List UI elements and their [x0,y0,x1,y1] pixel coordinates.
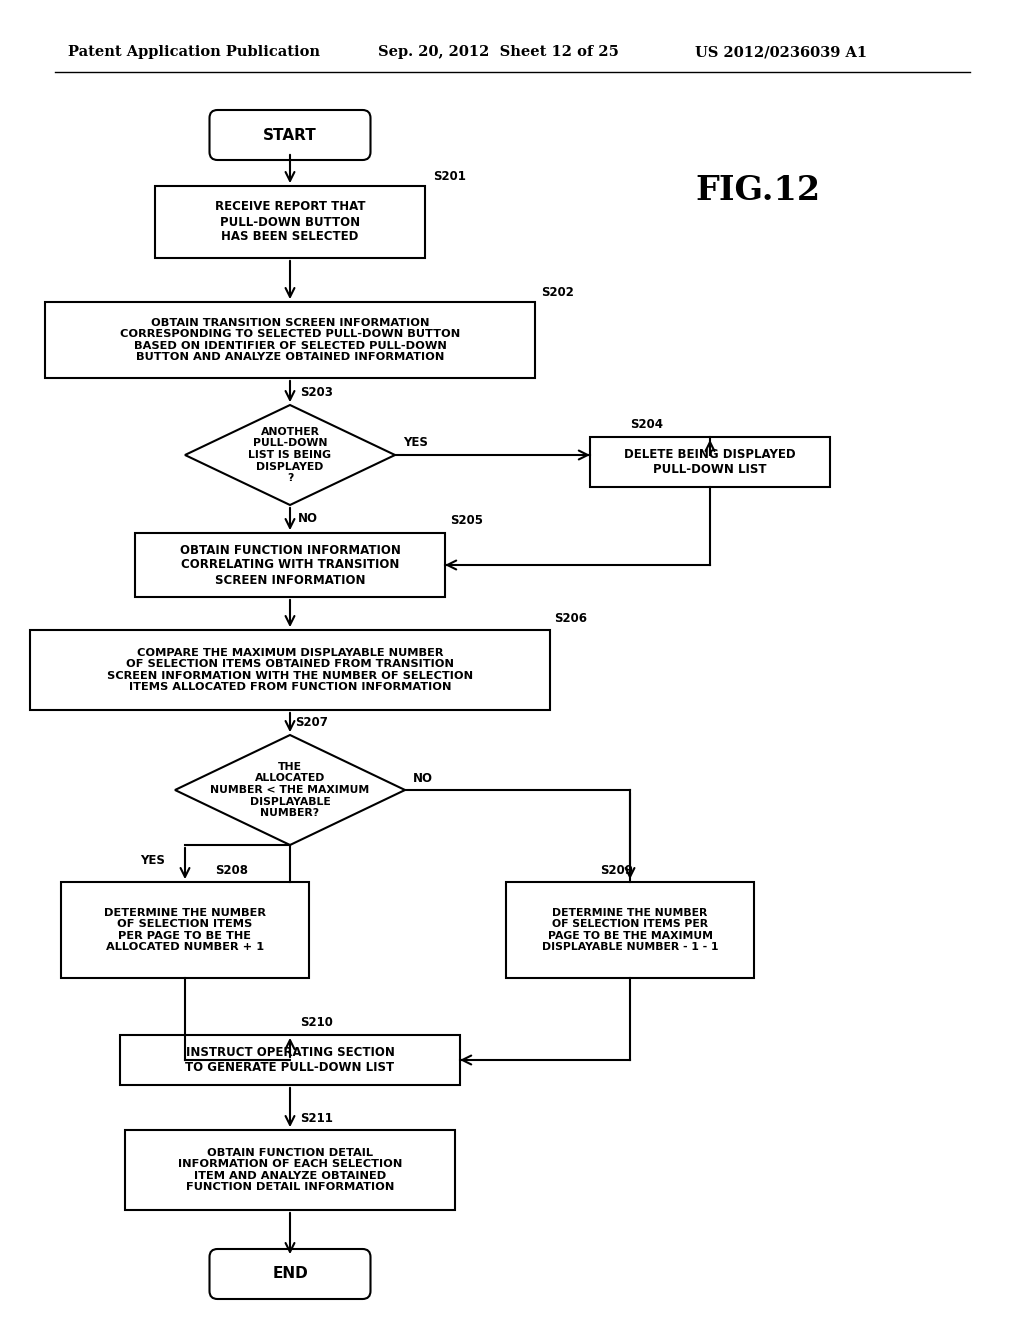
Text: S210: S210 [300,1016,333,1030]
Text: Sep. 20, 2012  Sheet 12 of 25: Sep. 20, 2012 Sheet 12 of 25 [378,45,618,59]
Text: COMPARE THE MAXIMUM DISPLAYABLE NUMBER
OF SELECTION ITEMS OBTAINED FROM TRANSITI: COMPARE THE MAXIMUM DISPLAYABLE NUMBER O… [106,648,473,693]
Text: DETERMINE THE NUMBER
OF SELECTION ITEMS
PER PAGE TO BE THE
ALLOCATED NUMBER + 1: DETERMINE THE NUMBER OF SELECTION ITEMS … [104,908,266,953]
Bar [120,1035,460,1085]
Text: S204: S204 [630,418,663,432]
Text: NO: NO [298,512,318,525]
Text: S209: S209 [600,863,633,876]
Text: US 2012/0236039 A1: US 2012/0236039 A1 [695,45,867,59]
Bar [30,630,550,710]
Text: RECEIVE REPORT THAT
PULL-DOWN BUTTON
HAS BEEN SELECTED: RECEIVE REPORT THAT PULL-DOWN BUTTON HAS… [215,201,366,243]
Bar [590,437,830,487]
Text: DELETE BEING DISPLAYED
PULL-DOWN LIST: DELETE BEING DISPLAYED PULL-DOWN LIST [625,447,796,477]
Text: S206: S206 [554,611,587,624]
Text: S205: S205 [450,515,483,528]
Polygon shape [175,735,406,845]
Text: THE
ALLOCATED
NUMBER < THE MAXIMUM
DISPLAYABLE
NUMBER?: THE ALLOCATED NUMBER < THE MAXIMUM DISPL… [210,762,370,818]
Text: S202: S202 [541,285,573,298]
Bar [125,1130,455,1210]
Text: S208: S208 [215,863,248,876]
Polygon shape [185,405,395,506]
Text: START: START [263,128,316,143]
Text: OBTAIN FUNCTION DETAIL
INFORMATION OF EACH SELECTION
ITEM AND ANALYZE OBTAINED
F: OBTAIN FUNCTION DETAIL INFORMATION OF EA… [178,1147,402,1192]
Text: OBTAIN FUNCTION INFORMATION
CORRELATING WITH TRANSITION
SCREEN INFORMATION: OBTAIN FUNCTION INFORMATION CORRELATING … [179,544,400,586]
Bar [135,533,445,597]
Text: S211: S211 [300,1111,333,1125]
Bar [61,882,309,978]
Text: S203: S203 [300,387,333,400]
Text: INSTRUCT OPERATING SECTION
TO GENERATE PULL-DOWN LIST: INSTRUCT OPERATING SECTION TO GENERATE P… [185,1045,394,1074]
FancyBboxPatch shape [210,1249,371,1299]
Bar [506,882,754,978]
Bar [45,302,535,378]
Text: S201: S201 [433,169,466,182]
FancyBboxPatch shape [210,110,371,160]
Bar [155,186,425,257]
Text: S207: S207 [295,717,328,730]
Text: YES: YES [140,854,165,867]
Text: NO: NO [413,771,433,784]
Text: OBTAIN TRANSITION SCREEN INFORMATION
CORRESPONDING TO SELECTED PULL-DOWN BUTTON
: OBTAIN TRANSITION SCREEN INFORMATION COR… [120,318,460,363]
Text: ANOTHER
PULL-DOWN
LIST IS BEING
DISPLAYED
?: ANOTHER PULL-DOWN LIST IS BEING DISPLAYE… [249,426,332,483]
Text: Patent Application Publication: Patent Application Publication [68,45,319,59]
Text: END: END [272,1266,308,1282]
Text: FIG.12: FIG.12 [695,173,820,206]
Text: DETERMINE THE NUMBER
OF SELECTION ITEMS PER
PAGE TO BE THE MAXIMUM
DISPLAYABLE N: DETERMINE THE NUMBER OF SELECTION ITEMS … [542,908,718,953]
Text: YES: YES [403,437,428,450]
